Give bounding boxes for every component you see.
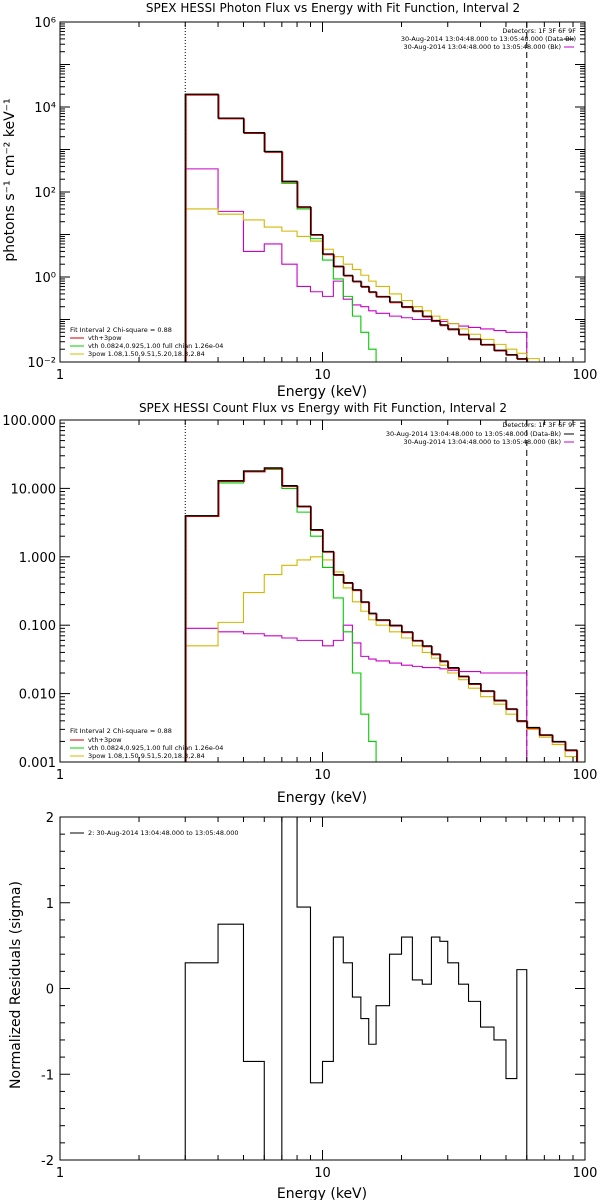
count-flux-panel: SPEX HESSI Count Flux vs Energy with Fit… <box>2 401 597 806</box>
count-flux-ytick-label: 0.100 <box>19 619 56 634</box>
legend-fit-interval-2: Fit Interval 2 Chi-square = 0.88 <box>70 727 172 735</box>
count-flux-ytick-label: 10.000 <box>11 482 57 497</box>
residuals-axes: 1 10 100 -2 -1 0 1 2 <box>41 811 597 1181</box>
legend-detectors: Detectors: 1F 3F 6F 9F <box>502 27 576 35</box>
photon-flux-ylabel: photons s⁻¹ cm⁻² keV⁻¹ <box>2 98 18 261</box>
residuals-ytick-label: 2 <box>46 811 54 826</box>
photon-flux-xtick-label: 100 <box>573 368 598 383</box>
residuals-legend: 2: 30-Aug-2014 13:04:48.000 to 13:05:48.… <box>88 829 239 837</box>
count-flux-ytick-label: 0.010 <box>19 688 56 703</box>
legend-data-bk: 30-Aug-2014 13:04:48.000 to 13:05:48.000… <box>401 35 576 43</box>
photon-flux-ytick-label: 10⁶ <box>34 16 56 31</box>
count-flux-xtick-label: 10 <box>314 768 331 783</box>
photon-flux-model-line <box>185 94 529 362</box>
legend-pow: 3pow 1.08,1.50,9.51,5.20,18.3,2.84 <box>88 350 205 358</box>
photon-flux-title: SPEX HESSI Photon Flux vs Energy with Fi… <box>146 1 520 15</box>
legend-bk: 30-Aug-2014 13:04:48.000 to 13:05:48.000… <box>404 43 561 51</box>
count-flux-series-vth <box>184 468 391 762</box>
residuals-series <box>184 816 528 1161</box>
residuals-panel: 1 10 100 -2 -1 0 1 2 Energy (keV) Normalized Re… <box>8 811 597 1200</box>
photon-flux-series-pow <box>184 208 540 362</box>
photon-flux-legend-top: Detectors: 1F 3F 6F 9F 30-Aug-2014 13:04… <box>401 27 576 51</box>
count-flux-series-pow <box>184 556 578 762</box>
legend-pow-2: 3pow 1.08,1.50,9.51,5.20,18.3,2.84 <box>88 752 205 760</box>
count-flux-series <box>184 420 579 762</box>
residuals-ylabel: Normalized Residuals (sigma) <box>8 881 24 1089</box>
residuals-ytick-label: -1 <box>41 1068 54 1083</box>
photon-flux-series-bk <box>184 168 528 362</box>
count-flux-ytick-label: 1.000 <box>19 551 56 566</box>
residuals-line <box>184 816 528 1161</box>
count-flux-ytick-label: 0.001 <box>19 756 56 771</box>
photon-flux-series <box>184 22 540 362</box>
legend-model: vth+3pow <box>88 334 122 342</box>
photon-flux-xtick-label: 1 <box>56 368 64 383</box>
photon-flux-panel: SPEX HESSI Photon Flux vs Energy with Fi… <box>2 1 597 400</box>
photon-flux-axes: 1 10 100 10⁻² 10⁰ 10² 10⁴ 10⁶ <box>27 16 597 383</box>
legend-vth-2: vth 0.0824,0.925,1.00 full chian 1.26e-0… <box>88 744 223 752</box>
photon-flux-ytick-label: 10⁴ <box>34 101 56 116</box>
photon-flux-series-total <box>184 93 540 362</box>
count-flux-xlabel: Energy (keV) <box>277 790 367 806</box>
count-flux-model-line <box>185 468 579 762</box>
photon-flux-xtick-label: 10 <box>314 368 331 383</box>
photon-flux-series-vth <box>184 93 377 362</box>
count-flux-title: SPEX HESSI Count Flux vs Energy with Fit… <box>139 401 507 415</box>
photon-flux-ytick-label: 10⁻² <box>27 356 56 371</box>
count-flux-series-total <box>184 467 578 762</box>
residuals-xtick-label: 10 <box>314 1166 331 1181</box>
count-flux-legend-bottom: Fit Interval 2 Chi-square = 0.88 vth+3po… <box>70 727 223 760</box>
count-flux-ytick-label: 100.000 <box>2 414 56 429</box>
count-flux-axes: 1 10 100 0.001 0.010 0.100 1.000 10.000 100.000 <box>2 414 597 783</box>
residuals-ytick-label: -2 <box>41 1154 54 1169</box>
count-flux-plot-area <box>184 420 579 762</box>
count-flux-legend-top: Detectors: 1F 3F 6F 9F 30-Aug-2014 13:04… <box>386 421 576 446</box>
photon-flux-xlabel: Energy (keV) <box>277 384 367 400</box>
residuals-frame <box>59 816 586 1161</box>
residuals-ytick-label: 0 <box>46 983 54 998</box>
legend-detectors-2: Detectors: 1F 3F 6F 9F <box>502 421 576 429</box>
legend-model-2: vth+3pow <box>88 736 122 744</box>
residuals-xtick-label: 1 <box>56 1166 64 1181</box>
residuals-ytick-label: 1 <box>46 897 54 912</box>
residuals-xtick-label: 100 <box>573 1166 598 1181</box>
residuals-xlabel: Energy (keV) <box>277 1186 367 1200</box>
photon-flux-plot-area <box>184 22 540 362</box>
count-flux-xtick-label: 100 <box>573 768 598 783</box>
count-flux-series-bk <box>184 624 528 762</box>
legend-fit-interval: Fit Interval 2 Chi-square = 0.88 <box>70 326 172 334</box>
photon-flux-ytick-label: 10⁰ <box>34 271 56 286</box>
legend-data-bk-2: 30-Aug-2014 13:04:48.000 to 13:05:48.000… <box>386 430 561 438</box>
legend-vth: vth 0.0824,0.925,1.00 full chian 1.26e-0… <box>88 342 223 350</box>
photon-flux-ytick-label: 10² <box>34 186 56 201</box>
count-flux-xtick-label: 1 <box>56 768 64 783</box>
photon-flux-frame <box>59 21 586 363</box>
photon-flux-legend-bottom: Fit Interval 2 Chi-square = 0.88 vth+3po… <box>70 326 223 358</box>
legend-bk-2: 30-Aug-2014 13:04:48.000 to 13:05:48.000… <box>404 438 561 446</box>
